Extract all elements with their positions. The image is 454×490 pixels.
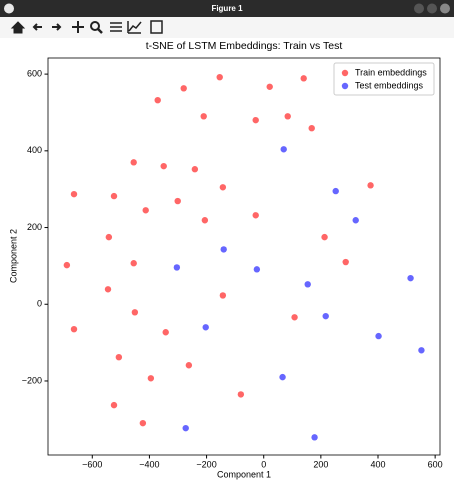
point [279, 373, 286, 381]
x-tick-label: −600 [82, 459, 102, 469]
point [321, 233, 328, 241]
legend-marker [341, 82, 349, 90]
point [104, 286, 112, 293]
x-tick-label: 600 [428, 459, 443, 469]
x-tick-label: 200 [313, 459, 328, 469]
window-title: Figure 1 [211, 4, 243, 13]
legend-label: Train embeddings [355, 67, 427, 77]
y-tick-label: −200 [22, 375, 42, 385]
point [418, 347, 425, 354]
legend-marker [341, 69, 349, 77]
point [284, 113, 291, 120]
point [70, 190, 78, 198]
toolbar-icons [10, 20, 163, 34]
point [352, 217, 359, 224]
point [105, 233, 113, 241]
point [219, 292, 227, 299]
point [110, 401, 118, 409]
x-tick-label: −200 [196, 459, 216, 469]
point [219, 184, 227, 191]
point [139, 419, 147, 427]
point [154, 96, 161, 104]
point [130, 159, 137, 166]
point [266, 83, 273, 90]
point [216, 73, 223, 81]
legend-label: Test embeddings [355, 80, 424, 90]
point [407, 274, 414, 282]
close-button[interactable] [440, 3, 450, 14]
point [300, 75, 307, 82]
point [182, 424, 189, 432]
point [342, 258, 349, 266]
point [304, 281, 311, 288]
point [160, 162, 167, 170]
point [202, 324, 209, 331]
point [252, 212, 259, 219]
point [180, 85, 187, 92]
point [200, 113, 207, 120]
point [322, 312, 329, 320]
y-tick-label: 600 [27, 68, 42, 78]
x-tick-label: 0 [261, 459, 266, 469]
point [237, 391, 245, 398]
y-tick-label: 0 [37, 299, 42, 309]
point [110, 192, 118, 200]
minimize-button[interactable] [414, 3, 424, 14]
point [291, 314, 298, 321]
x-axis-label: Component 1 [217, 469, 271, 479]
legend-box [333, 62, 435, 96]
point [201, 217, 209, 224]
point [332, 187, 339, 195]
point [174, 197, 181, 205]
home-button[interactable] [10, 21, 26, 34]
configure-button[interactable] [110, 22, 122, 32]
point [311, 434, 318, 441]
point [173, 264, 181, 271]
toolbar [0, 17, 454, 38]
y-axis-label: Component 2 [8, 229, 18, 283]
point [130, 260, 137, 267]
x-tick-label: 400 [370, 459, 385, 469]
point [131, 309, 139, 316]
point [367, 182, 374, 189]
edit-button[interactable] [127, 21, 142, 34]
title-bar [0, 0, 454, 17]
point [308, 124, 315, 132]
point [253, 266, 261, 273]
point [162, 329, 169, 336]
point [63, 261, 71, 269]
maximize-button[interactable] [427, 3, 437, 14]
x-tick-label: −400 [139, 459, 159, 469]
point [191, 166, 199, 173]
point [70, 325, 78, 333]
point [185, 362, 193, 369]
y-tick-label: 200 [27, 222, 42, 232]
point [115, 353, 123, 361]
pan-button[interactable] [72, 21, 84, 33]
point [280, 146, 287, 153]
point [375, 332, 382, 340]
back-button[interactable] [32, 23, 42, 31]
point [252, 116, 259, 124]
save-button[interactable] [150, 20, 163, 34]
plot-frame [47, 57, 441, 456]
chart-title: t-SNE of LSTM Embeddings: Train vs Test [146, 40, 343, 52]
app-icon [4, 3, 14, 14]
point [220, 246, 227, 253]
y-tick-label: 400 [27, 145, 42, 155]
zoom-button[interactable] [90, 21, 100, 31]
point [147, 375, 155, 382]
forward-button[interactable] [52, 23, 62, 31]
point [142, 207, 149, 214]
